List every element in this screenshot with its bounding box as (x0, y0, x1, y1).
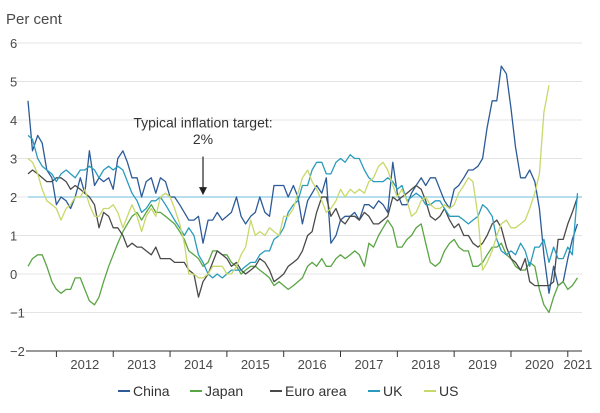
target-annotation: Typical inflation target: 2% (133, 115, 273, 196)
legend-label-japan: Japan (205, 383, 243, 399)
x-tick-label: 2015 (241, 357, 270, 372)
x-tick-label: 2020 (525, 357, 554, 372)
series-line-japan (27, 204, 579, 314)
x-tick-label: 2013 (127, 357, 156, 372)
series-line-uk (27, 134, 579, 279)
x-tick-label: 2019 (468, 357, 497, 372)
y-tick-label: 6 (10, 36, 17, 51)
y-tick-label: 0 (10, 267, 17, 282)
series-line-euro-area (27, 169, 579, 298)
legend-label-china: China (133, 383, 170, 399)
y-axis-label: Per cent (6, 11, 63, 28)
x-tick-label: 2012 (70, 357, 99, 372)
x-tick-label: 2021 (563, 357, 592, 372)
y-tick-label: 3 (10, 152, 17, 167)
gridlines (12, 42, 582, 313)
y-tick-label: −2 (10, 344, 25, 359)
y-tick-label: 2 (10, 190, 17, 205)
x-tick-labels: 2012 2013 2014 2015 2016 2017 2018 2019 2020 2021 (55, 351, 592, 372)
x-tick-label: 2018 (411, 357, 440, 372)
y-tick-labels: 6 5 4 3 2 1 0 −1 −2 (10, 36, 25, 359)
y-tick-label: −1 (10, 306, 25, 321)
annotation-arrow-head (199, 187, 208, 196)
legend-label-euro-area: Euro area (285, 383, 347, 399)
annotation-line1: Typical inflation target: (133, 115, 272, 131)
annotation-line2: 2% (193, 131, 213, 147)
legend-label-uk: UK (383, 383, 403, 399)
series-line-us (27, 85, 550, 279)
legend: China Japan Euro area UK US (118, 383, 458, 399)
x-tick-label: 2014 (184, 357, 213, 372)
legend-label-us: US (439, 383, 458, 399)
y-tick-label: 5 (10, 75, 17, 90)
series-line-china (27, 65, 579, 294)
x-tick-label: 2017 (354, 357, 383, 372)
x-tick-label: 2016 (298, 357, 327, 372)
series-lines (27, 65, 579, 314)
y-tick-label: 4 (10, 113, 17, 128)
y-tick-label: 1 (10, 229, 17, 244)
